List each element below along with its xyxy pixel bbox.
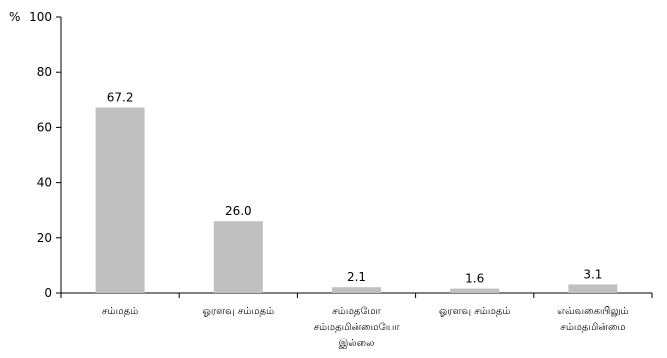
category-label-line: ஓரளவு சம்மதம் (439, 306, 511, 317)
y-tick-label: 40 (37, 176, 52, 190)
category-label-line: சம்மதமின்மை (560, 322, 625, 333)
bar (450, 288, 500, 293)
y-axis: 0 20 40 60 80 100 (29, 10, 62, 300)
y-axis-unit-label: % (9, 10, 20, 24)
y-tick-label: 80 (37, 65, 52, 79)
category-label: ஓரளவு சம்மதம் (203, 306, 275, 317)
y-tick-label: 0 (44, 286, 52, 300)
bar-value-label: 1.6 (465, 272, 484, 286)
bar-value-label: 26.0 (225, 204, 252, 218)
category-label: ஓரளவு சம்மதம் (439, 306, 511, 317)
y-tick-label: 60 (37, 120, 52, 134)
bar-value-labels: 67.2 26.0 2.1 1.6 3.1 (107, 91, 603, 286)
category-label-line: ஓரளவு சம்மதம் (203, 306, 275, 317)
bar (95, 107, 145, 293)
category-label: எவ்வகையிலும் சம்மதமின்மை (557, 306, 628, 333)
category-labels: சம்மதம் ஓரளவு சம்மதம் சம்மதமோ சம்மதமின்மையோ… (102, 306, 629, 349)
x-axis (60, 292, 653, 298)
bar-value-label: 3.1 (583, 267, 602, 281)
y-tick-label: 20 (37, 231, 52, 245)
category-label-line: இல்லை (339, 338, 375, 349)
bar-value-label: 67.2 (107, 91, 134, 105)
category-label-line: சம்மதமின்மையோ (313, 322, 400, 333)
category-label-line: சம்மதம் (102, 306, 138, 317)
category-label-line: சம்மதமோ (332, 306, 381, 317)
bar (213, 221, 263, 293)
category-label: சம்மதம் (102, 306, 138, 317)
y-tick-label: 100 (29, 10, 52, 24)
category-label-line: எவ்வகையிலும் (557, 306, 628, 317)
bar-value-label: 2.1 (347, 270, 366, 284)
bar (332, 287, 381, 293)
bars (95, 107, 618, 293)
category-label: சம்மதமோ சம்மதமின்மையோ இல்லை (313, 306, 400, 349)
bar (568, 284, 618, 293)
